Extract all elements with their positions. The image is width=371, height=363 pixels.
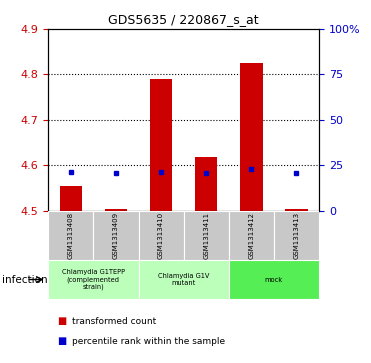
Text: ■: ■	[58, 336, 67, 346]
Bar	[48, 211, 93, 260]
Text: GSM1313409: GSM1313409	[113, 212, 119, 258]
Bar	[150, 79, 173, 211]
Text: GSM1313411: GSM1313411	[203, 212, 209, 258]
Bar	[240, 63, 263, 211]
Bar	[285, 209, 308, 211]
Text: percentile rank within the sample: percentile rank within the sample	[72, 337, 226, 346]
Bar	[184, 211, 229, 260]
Text: ■: ■	[58, 316, 67, 326]
Bar	[59, 185, 82, 211]
Bar	[229, 211, 274, 260]
Bar	[138, 211, 184, 260]
Text: GSM1313410: GSM1313410	[158, 212, 164, 258]
Text: GSM1313408: GSM1313408	[68, 212, 74, 258]
Text: GSM1313412: GSM1313412	[248, 212, 255, 258]
Text: mock: mock	[265, 277, 283, 282]
Text: Chlamydia G1V
mutant: Chlamydia G1V mutant	[158, 273, 209, 286]
Text: infection: infection	[2, 275, 47, 285]
Text: transformed count: transformed count	[72, 317, 157, 326]
Bar	[48, 260, 138, 299]
Text: Chlamydia G1TEPP
(complemented
strain): Chlamydia G1TEPP (complemented strain)	[62, 269, 125, 290]
Bar	[229, 260, 319, 299]
Text: GSM1313413: GSM1313413	[293, 212, 299, 258]
Bar	[274, 211, 319, 260]
Bar	[105, 209, 127, 211]
Title: GDS5635 / 220867_s_at: GDS5635 / 220867_s_at	[108, 13, 259, 26]
Bar	[138, 260, 229, 299]
Bar	[195, 157, 217, 211]
Bar	[93, 211, 138, 260]
